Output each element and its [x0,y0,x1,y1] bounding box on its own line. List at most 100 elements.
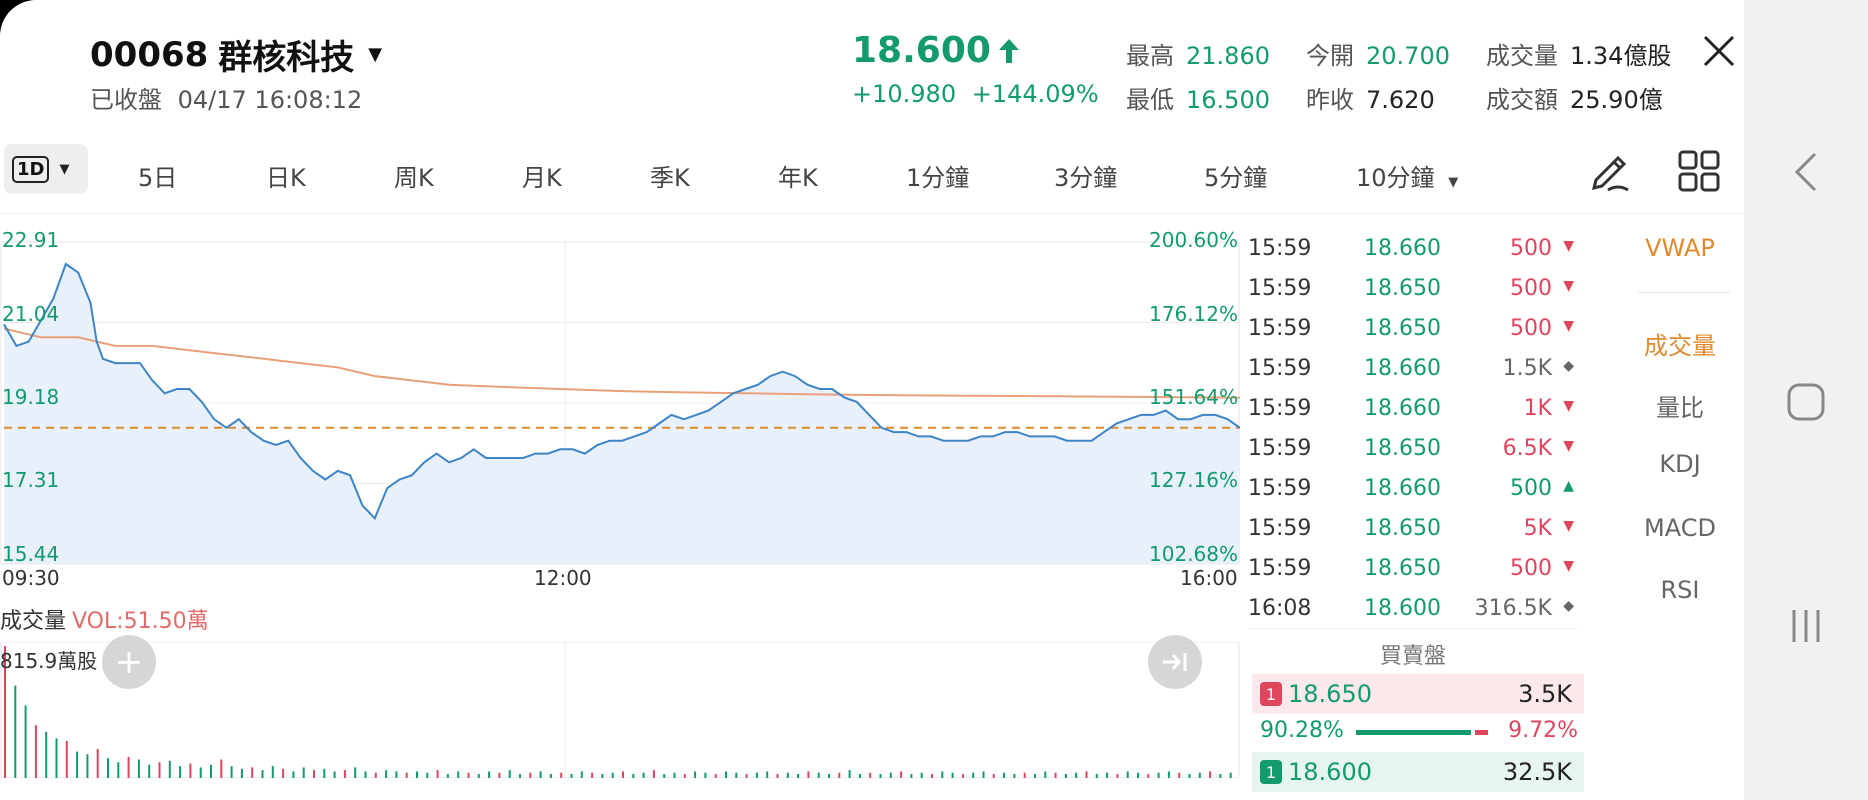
grid-icon [1678,150,1720,192]
volume-bar [941,771,944,778]
draw-tool-button[interactable] [1588,148,1634,198]
close-button[interactable] [1702,34,1736,72]
stat-label: 最低 [1126,86,1174,114]
volume-bar [261,770,264,778]
volume-bar [1044,771,1047,778]
indicator-vwap[interactable]: VWAP [1645,234,1715,262]
indicator-rsi[interactable]: RSI [1660,576,1700,604]
y-tick-right: 102.68% [1149,542,1238,566]
stock-app: 00068 群核科技 ▼ 已收盤 04/17 16:08:12 18.600 +… [0,0,1744,800]
tab-5day[interactable]: 5日 [138,164,178,192]
stat-low: 最低 16.500 [1126,80,1270,115]
trade-qty: 500 [1510,316,1552,341]
indicator-macd[interactable]: MACD [1644,514,1716,542]
volume-bar [1188,774,1191,778]
ask-level-badge: 1 [1260,682,1282,706]
trade-price: 18.600 [1364,596,1441,621]
trade-price: 18.660 [1364,236,1441,261]
stat-value: 25.90億 [1570,86,1663,114]
indicator-volume-ratio[interactable]: 量比 [1656,394,1704,422]
volume-bar [323,768,326,778]
volume-bar [580,771,583,778]
volume-bar [436,770,439,778]
trade-qty: 1.5K [1502,356,1552,381]
trade-row: 15:59 18.650 500 ▼ [1248,556,1578,596]
trade-price: 18.650 [1364,556,1441,581]
y-tick-left: 17.31 [2,468,60,492]
volume-bar [107,758,109,778]
volume-bar [982,771,985,778]
volume-bar [755,772,758,778]
trade-qty: 500 [1510,276,1552,301]
tab-yearly-k[interactable]: 年K [778,164,818,192]
trade-time: 15:59 [1248,236,1312,261]
volume-bar [879,774,882,778]
indicator-kdj[interactable]: KDJ [1659,450,1701,478]
divider [1248,628,1578,629]
volume-bar [786,772,789,778]
volume-chart[interactable] [0,641,1240,779]
volume-bar [951,772,954,778]
volume-bar [848,770,851,778]
volume-bar [220,759,223,778]
volume-bar [622,771,624,778]
jump-to-latest-button[interactable] [1148,635,1202,689]
y-tick-right: 127.16% [1149,468,1238,492]
stat-open: 今開 20.700 [1306,36,1450,71]
volume-bar [210,764,212,778]
down-triangle-icon: ▼ [1563,518,1574,534]
status-text: 已收盤 [90,86,162,114]
volume-bar [725,771,727,778]
tab-5min[interactable]: 5分鐘 [1204,164,1268,192]
volume-bar [416,771,418,778]
tab-weekly-k[interactable]: 周K [394,164,434,192]
diamond-icon: ◆ [1563,598,1574,614]
nav-recents-button[interactable] [1744,606,1868,646]
ask-qty: 3.5K [1518,680,1572,708]
trade-time: 15:59 [1248,436,1312,461]
nav-home-button[interactable] [1744,382,1868,422]
down-triangle-icon: ▼ [1563,398,1574,414]
stat-label: 今開 [1306,42,1354,70]
price-chart[interactable] [0,228,1241,568]
volume-bar [343,770,346,778]
volume-bar [76,751,79,778]
bid-ask-ratio: 90.28% 9.72% [1260,716,1578,748]
volume-bar [1229,772,1232,778]
tab-10min-label: 10分鐘 [1356,164,1435,192]
volume-bar [385,770,388,778]
layout-button[interactable] [1676,148,1722,198]
tab-monthly-k[interactable]: 月K [522,164,562,192]
volume-bar [1054,772,1057,778]
volume-bar [240,768,243,778]
indicator-volume[interactable]: 成交量 [1644,332,1716,360]
volume-bar [4,646,6,778]
tab-1min[interactable]: 1分鐘 [906,164,970,192]
tab-quarterly-k[interactable]: 季K [650,164,690,192]
volume-bar [498,772,501,778]
stock-selector[interactable]: 00068 群核科技 ▼ [90,30,382,79]
x-tick: 09:30 [2,566,60,590]
tab-3min[interactable]: 3分鐘 [1054,164,1118,192]
tab-daily-k[interactable]: 日K [266,164,306,192]
ask-price: 18.650 [1288,680,1372,708]
tab-1d[interactable]: 1D ▼ [4,144,88,194]
tab-10min[interactable]: 10分鐘 ▼ [1356,158,1458,193]
ratio-bar [1356,730,1488,735]
trade-row: 15:59 18.650 500 ▼ [1248,316,1578,356]
trade-qty: 316.5K [1474,596,1552,621]
volume-label: 成交量 [0,609,67,634]
stat-value: 7.620 [1366,86,1435,114]
volume-bar [1178,772,1181,778]
market-status: 已收盤 04/17 16:08:12 [90,80,362,115]
add-indicator-button[interactable]: + [102,635,156,689]
volume-bar [549,774,552,778]
bid-price: 18.600 [1288,758,1372,786]
price-change: +10.980 +144.09% [852,80,1099,108]
volume-bar [405,772,408,778]
nav-back-button[interactable] [1744,150,1868,194]
volume-bar [766,771,769,778]
x-tick: 12:00 [534,566,592,590]
volume-bar [271,766,274,778]
